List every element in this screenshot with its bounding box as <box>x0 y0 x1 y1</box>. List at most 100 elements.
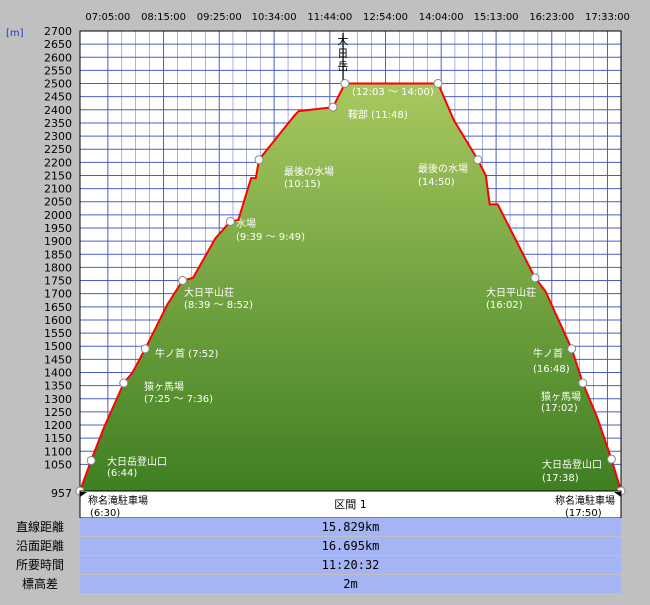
x-tick-label: 16:23:00 <box>529 12 574 23</box>
waypoint-label: 鞍部 (11:48) <box>348 108 408 121</box>
start-point-time: (6:30) <box>90 508 120 518</box>
y-tick-label: 2500 <box>44 78 72 91</box>
y-tick-label: 1200 <box>44 419 72 432</box>
x-tick-label: 15:13:00 <box>474 12 519 23</box>
waypoint-label: 大日岳登山口 <box>107 455 167 468</box>
y-tick-label: 1950 <box>44 222 72 235</box>
y-tick-label: 2100 <box>44 183 72 196</box>
waypoint-marker <box>328 102 338 112</box>
stats-value: 16.695km <box>80 537 621 556</box>
waypoint-marker <box>530 273 540 283</box>
y-tick-label: 1500 <box>44 340 72 353</box>
y-tick-label: 2350 <box>44 117 72 130</box>
x-tick-label: 11:44:00 <box>307 12 352 23</box>
y-tick-label: 2050 <box>44 196 72 209</box>
y-tick-label: 1300 <box>44 393 72 406</box>
waypoint-time-label: (17:02) <box>541 403 578 414</box>
waypoint-marker <box>433 79 443 89</box>
waypoint-marker <box>340 79 350 89</box>
elevation-chart: 2700265026002550250024502400235023002250… <box>6 12 630 518</box>
waypoint-marker <box>119 378 129 388</box>
y-tick-label: 1450 <box>44 353 72 366</box>
x-tick-label: 12:54:00 <box>363 12 408 23</box>
segment-start-arrow-icon <box>80 492 87 497</box>
y-tick-label: 2400 <box>44 104 72 117</box>
y-tick-label: 1550 <box>44 327 72 340</box>
waypoint-marker <box>254 155 264 165</box>
waypoint-marker <box>606 454 616 464</box>
y-unit-label: [m] <box>6 28 24 39</box>
y-tick-label: 2250 <box>44 143 72 156</box>
elevation-area <box>80 83 621 491</box>
waypoint-label: 牛ノ首 <box>533 347 563 360</box>
stats-row-elevation-diff: 標高差 2m <box>0 575 650 594</box>
waypoint-marker <box>225 216 235 226</box>
waypoint-label: 牛ノ首 (7:52) <box>155 347 219 360</box>
waypoint-label: 大日平山荘 <box>486 286 536 299</box>
x-tick-label: 17:33:00 <box>585 12 630 23</box>
y-tick-label: 1750 <box>44 275 72 288</box>
summit-label-char: 岳 <box>337 60 348 73</box>
stats-row-surface-distance: 沿面距離 16.695km <box>0 537 650 556</box>
waypoint-time-label: (16:02) <box>486 300 523 311</box>
stats-row-straight-distance: 直線距離 15.829km <box>0 518 650 537</box>
segment-end-arrow-icon <box>614 492 621 497</box>
waypoint-marker <box>578 378 588 388</box>
waypoint-marker <box>473 155 483 165</box>
waypoint-marker <box>140 344 150 354</box>
waypoint-label: 猿ヶ馬場 <box>144 380 184 393</box>
y-tick-label: 1900 <box>44 235 72 248</box>
waypoint-time-label: (14:50) <box>418 177 455 188</box>
x-tick-label: 09:25:00 <box>197 12 242 23</box>
stats-value: 15.829km <box>80 518 621 537</box>
waypoint-label: 水場 <box>236 217 256 230</box>
segment-label: 区間 1 <box>334 498 367 511</box>
y-tick-label: 1700 <box>44 288 72 301</box>
stats-label: 標高差 <box>21 577 58 591</box>
y-tick-label: 1650 <box>44 301 72 314</box>
y-tick-label: 1150 <box>44 432 72 445</box>
waypoint-time-label: (10:15) <box>284 179 321 190</box>
y-tick-label: 2200 <box>44 156 72 169</box>
x-tick-label: 07:05:00 <box>85 12 130 23</box>
y-tick-label: 2150 <box>44 169 72 182</box>
end-point-label: 称名滝駐車場 <box>555 494 615 507</box>
waypoint-marker <box>86 455 96 465</box>
stats-label: 沿面距離 <box>15 539 64 553</box>
y-tick-label: 1600 <box>44 314 72 327</box>
y-tick-label: 957 <box>51 487 72 500</box>
y-tick-label: 2650 <box>44 38 72 51</box>
y-tick-label: 1400 <box>44 366 72 379</box>
y-tick-label: 2700 <box>44 25 72 38</box>
y-tick-label: 2300 <box>44 130 72 143</box>
y-tick-label: 2450 <box>44 91 72 104</box>
waypoint-marker <box>567 344 577 354</box>
x-tick-label: 10:34:00 <box>252 12 297 23</box>
waypoint-time-label: (7:25 ～ 7:36) <box>144 394 213 405</box>
y-tick-label: 1250 <box>44 406 72 419</box>
y-tick-label: 1100 <box>44 445 72 458</box>
segment-bar <box>79 490 622 518</box>
waypoint-marker <box>178 276 188 286</box>
summit-label-char: 大 <box>337 33 348 47</box>
x-tick-label: 14:04:00 <box>419 12 464 23</box>
waypoint-label: 大日平山荘 <box>184 286 234 299</box>
waypoint-label: 猿ヶ馬場 <box>541 390 581 403</box>
waypoint-label: 大日岳登山口 <box>542 458 602 471</box>
y-tick-label: 1050 <box>44 458 72 471</box>
y-tick-label: 2600 <box>44 51 72 64</box>
y-tick-label: 2550 <box>44 64 72 77</box>
waypoint-time-label: (16:48) <box>533 364 570 375</box>
end-point-time: (17:50) <box>565 508 602 518</box>
elevation-line <box>79 82 622 492</box>
y-tick-label: 1850 <box>44 248 72 261</box>
waypoint-time-label: (8:39 ～ 8:52) <box>184 300 253 311</box>
stats-value: 2m <box>80 575 621 594</box>
start-point-label: 称名滝駐車場 <box>88 494 148 507</box>
y-tick-label: 1350 <box>44 380 72 393</box>
y-tick-label: 1800 <box>44 261 72 274</box>
summit-label-char: 日 <box>337 47 348 60</box>
waypoint-label: (12:03 ～ 14:00) <box>352 87 434 98</box>
stats-label: 直線距離 <box>15 520 64 534</box>
